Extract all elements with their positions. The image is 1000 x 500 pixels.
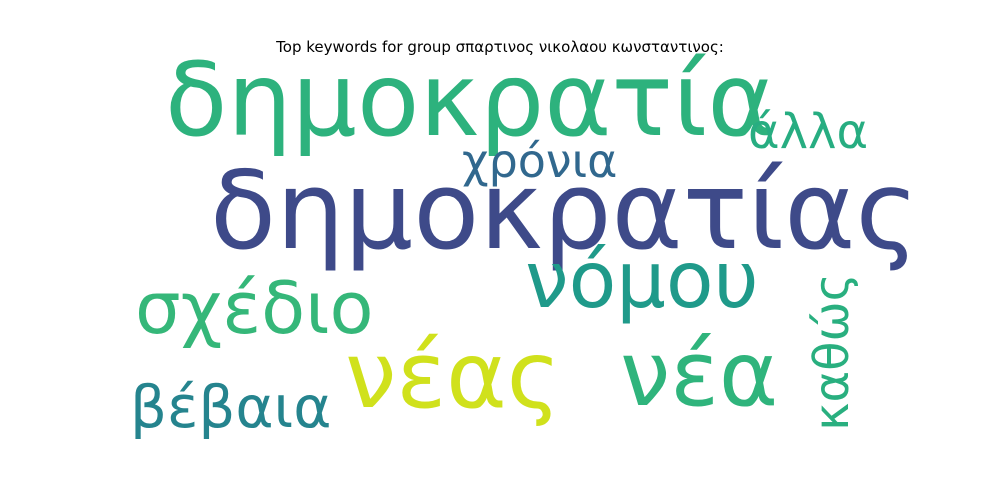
word-dimokratia: δημοκρατία [165,41,775,160]
word-nea: νέα [620,322,779,427]
word-nomou: νόμου [525,236,759,326]
word-dimokratias: δημοκρατίας [210,149,919,274]
word-kathos: καθώς [804,273,860,431]
word-vevaia: βέβαια [130,373,332,441]
word-schedio: σχέδιο [135,266,374,350]
word-chronia: χρόνια [462,134,618,188]
figure-title: Top keywords for group σπαρτινος νικολαο… [276,38,724,56]
word-neas: νέας [345,322,561,429]
word-alla: άλλα [748,104,869,160]
